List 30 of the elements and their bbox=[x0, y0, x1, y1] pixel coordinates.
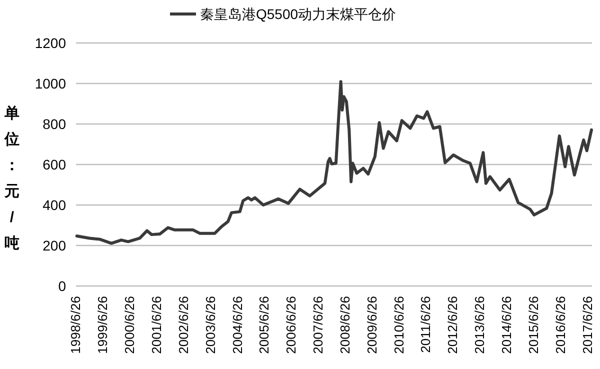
x-tick-label: 2013/6/26 bbox=[472, 296, 488, 354]
x-tick-label: 2003/6/26 bbox=[202, 296, 218, 354]
x-tick-label: 2005/6/26 bbox=[256, 296, 272, 354]
x-tick-label: 2006/6/26 bbox=[284, 296, 299, 354]
x-tick-label: 2014/6/26 bbox=[498, 296, 514, 354]
x-tick-label: 2004/6/26 bbox=[230, 296, 245, 354]
y-tick-label: 800 bbox=[42, 116, 66, 132]
y-tick-label: 1000 bbox=[34, 76, 66, 92]
x-tick-label: 2017/6/26 bbox=[580, 296, 595, 354]
y-tick-label: 400 bbox=[42, 197, 66, 213]
legend-label: 秦皇岛港Q5500动力末煤平仓价 bbox=[200, 6, 396, 22]
x-tick-label: 2008/6/26 bbox=[337, 296, 352, 354]
x-tick-label: 2002/6/26 bbox=[176, 296, 191, 354]
x-tick-label: 2011/6/26 bbox=[418, 296, 434, 353]
y-tick-label: 600 bbox=[42, 156, 66, 172]
line-series bbox=[75, 80, 593, 245]
y-tick-label: 1200 bbox=[34, 35, 66, 51]
x-tick-label: 2015/6/26 bbox=[526, 296, 541, 354]
x-tick-label: 1998/6/26 bbox=[68, 296, 84, 354]
x-tick-label: 2010/6/26 bbox=[391, 296, 406, 354]
x-tick-label: 2016/6/26 bbox=[552, 296, 568, 354]
x-tick-label: 2012/6/26 bbox=[445, 296, 460, 354]
y-axis-title: 单位：元/吨 bbox=[4, 105, 20, 252]
x-tick-label: 1999/6/26 bbox=[95, 296, 110, 354]
y-tick-label: 200 bbox=[42, 238, 66, 254]
x-tick-label: 2009/6/26 bbox=[364, 296, 380, 354]
y-tick-label: 0 bbox=[58, 278, 66, 294]
x-tick-label: 2007/6/26 bbox=[310, 296, 326, 354]
x-tick-label: 2001/6/26 bbox=[149, 296, 164, 354]
x-tick-label: 2000/6/26 bbox=[122, 296, 138, 354]
